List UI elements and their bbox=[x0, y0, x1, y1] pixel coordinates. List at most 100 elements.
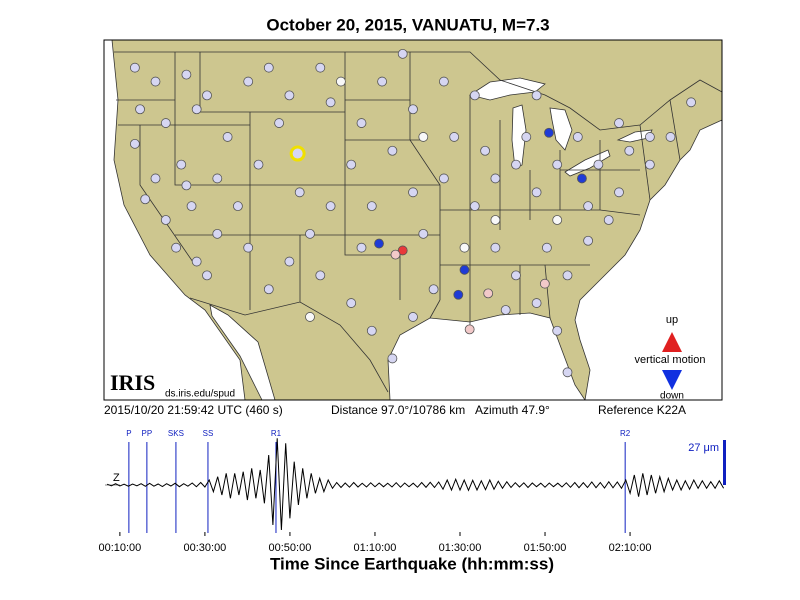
component: Z bbox=[113, 472, 120, 484]
legend-label: vertical motion bbox=[635, 354, 706, 366]
station bbox=[459, 242, 470, 253]
station bbox=[243, 76, 254, 87]
station bbox=[232, 201, 243, 212]
atlantic-ocean bbox=[574, 119, 723, 401]
station bbox=[583, 201, 593, 212]
station bbox=[645, 132, 655, 142]
phase-label: SS bbox=[203, 429, 214, 438]
station bbox=[665, 132, 676, 142]
station bbox=[614, 187, 624, 198]
station bbox=[552, 215, 563, 225]
station bbox=[408, 187, 418, 198]
station bbox=[593, 159, 604, 170]
station bbox=[140, 194, 151, 205]
phase-label: P bbox=[126, 429, 131, 438]
station bbox=[160, 118, 171, 128]
x-axis-label: Time Since Earthquake (hh:mm:ss) bbox=[270, 554, 554, 573]
station bbox=[562, 367, 573, 378]
legend-down-marker bbox=[662, 370, 682, 390]
station bbox=[483, 288, 494, 299]
station bbox=[243, 242, 254, 253]
map: IRIS ds.iris.edu/spud up vertical motion… bbox=[103, 39, 723, 402]
station bbox=[284, 256, 295, 267]
station bbox=[305, 228, 315, 239]
x-tick-label: 01:10:00 bbox=[354, 542, 397, 554]
scale-bar bbox=[723, 440, 726, 485]
legend-down: down bbox=[660, 391, 684, 402]
station bbox=[464, 324, 475, 335]
station bbox=[366, 325, 377, 336]
station bbox=[390, 249, 401, 260]
station bbox=[418, 228, 429, 239]
station bbox=[438, 173, 449, 184]
lake-michigan bbox=[511, 104, 527, 169]
distance: Distance 97.0°/10786 km bbox=[331, 403, 465, 417]
station bbox=[171, 242, 182, 253]
station bbox=[490, 215, 501, 225]
station bbox=[500, 305, 511, 315]
station bbox=[614, 118, 624, 128]
station bbox=[490, 242, 501, 253]
station bbox=[387, 145, 398, 156]
station bbox=[150, 76, 161, 87]
station bbox=[374, 238, 384, 249]
station bbox=[438, 76, 449, 87]
border bbox=[544, 264, 551, 319]
station bbox=[325, 201, 336, 212]
azimuth: Azimuth 47.9° bbox=[475, 403, 550, 417]
station bbox=[191, 256, 202, 267]
station bbox=[562, 270, 573, 281]
station bbox=[377, 76, 388, 87]
scale-label: 27 μm bbox=[688, 442, 719, 454]
station bbox=[449, 132, 460, 142]
station bbox=[544, 127, 554, 138]
station bbox=[531, 187, 542, 198]
station bbox=[160, 215, 171, 225]
phase-label: R2 bbox=[620, 429, 631, 438]
station bbox=[387, 353, 398, 364]
x-tick-label: 00:10:00 bbox=[98, 542, 141, 554]
station bbox=[135, 104, 145, 115]
border bbox=[409, 52, 441, 300]
station bbox=[428, 284, 439, 295]
legend-up-marker bbox=[662, 332, 682, 352]
station bbox=[186, 201, 197, 212]
station bbox=[521, 132, 532, 142]
station bbox=[284, 90, 295, 101]
station bbox=[531, 90, 542, 101]
station bbox=[222, 132, 233, 142]
station bbox=[408, 104, 418, 115]
station bbox=[397, 245, 408, 256]
station bbox=[181, 180, 192, 191]
x-tick-label: 02:10:00 bbox=[609, 542, 652, 554]
station bbox=[469, 90, 480, 101]
station bbox=[335, 76, 346, 87]
trace bbox=[106, 438, 725, 531]
station bbox=[552, 159, 563, 170]
reference-station bbox=[289, 145, 306, 162]
station: Reference K22A bbox=[598, 403, 686, 417]
x-tick-label: 01:30:00 bbox=[439, 542, 482, 554]
station bbox=[176, 159, 187, 170]
chart-title: October 20, 2015, VANUATU, M=7.3 bbox=[266, 15, 549, 34]
station bbox=[511, 159, 521, 170]
station bbox=[202, 270, 212, 281]
station bbox=[202, 90, 212, 101]
station bbox=[459, 264, 470, 275]
station bbox=[572, 132, 583, 142]
station bbox=[325, 97, 336, 108]
map-frame bbox=[103, 39, 723, 401]
station bbox=[356, 242, 367, 253]
station bbox=[480, 145, 491, 156]
logo-url: ds.iris.edu/spud bbox=[165, 389, 235, 400]
x-tick-label: 00:30:00 bbox=[183, 542, 226, 554]
station bbox=[531, 298, 542, 308]
station bbox=[490, 173, 501, 184]
gulf-of-mexico bbox=[387, 312, 586, 401]
station bbox=[539, 278, 550, 289]
border bbox=[669, 99, 681, 161]
start-time: 2015/10/20 21:59:42 UTC (460 s) bbox=[104, 403, 283, 417]
station bbox=[346, 298, 357, 308]
station bbox=[129, 62, 140, 73]
